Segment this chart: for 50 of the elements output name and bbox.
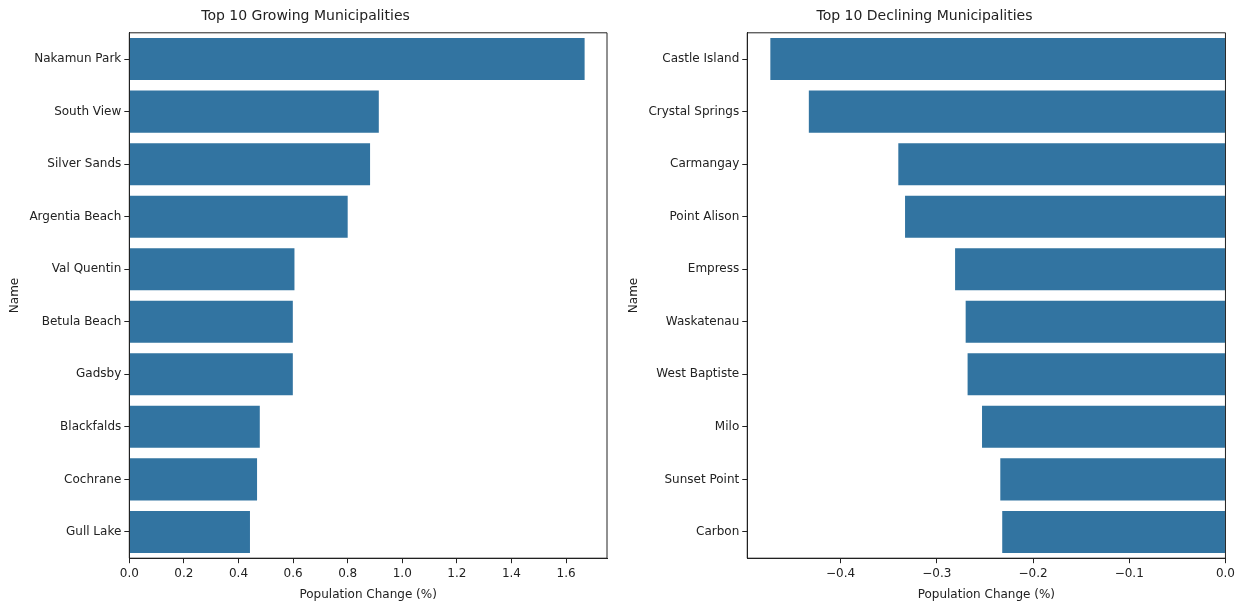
y-axis-title: Name <box>7 277 22 314</box>
y-tick-label: Blackfalds <box>60 418 122 433</box>
x-tick-label: 1.4 <box>501 565 522 580</box>
x-tick-label: −0.3 <box>922 565 952 580</box>
x-tick-label: 0.8 <box>338 565 358 580</box>
x-axis-title: Population Change (%) <box>299 586 437 601</box>
y-tick-label: Empress <box>687 261 740 276</box>
x-tick-label: 1.2 <box>447 565 467 580</box>
bar <box>129 353 293 396</box>
y-tick-label: Castle Island <box>662 51 740 66</box>
bar <box>129 38 585 81</box>
x-tick-label: 0.0 <box>119 565 139 580</box>
y-tick-label: Nakamun Park <box>34 51 122 66</box>
chart-title: Top 10 Growing Municipalities <box>200 7 410 24</box>
bar <box>129 458 258 501</box>
y-tick-label: Gull Lake <box>65 524 122 539</box>
y-tick-label: Sunset Point <box>664 471 740 486</box>
y-tick-label: South View <box>54 103 122 118</box>
x-tick-label: −0.2 <box>1018 565 1048 580</box>
y-tick-label: Point Alison <box>669 208 740 223</box>
x-tick-label: 0.0 <box>1215 565 1235 580</box>
x-tick-label: −0.4 <box>826 565 856 580</box>
bar <box>129 405 260 448</box>
bar <box>129 143 371 186</box>
bar <box>129 90 379 133</box>
x-tick-label: −0.1 <box>1114 565 1144 580</box>
y-tick-label: Milo <box>714 418 740 433</box>
bar <box>129 248 295 291</box>
y-axis-title: Name <box>626 277 641 314</box>
y-tick-label: Argentia Beach <box>29 208 122 223</box>
y-tick-label: Cochrane <box>64 471 122 486</box>
x-axis-title: Population Change (%) <box>917 586 1056 601</box>
y-tick-label: Gadsby <box>76 366 122 381</box>
x-tick-label: 1.0 <box>392 565 412 580</box>
y-tick-label: Betula Beach <box>41 313 122 328</box>
y-tick-label: Waskatenau <box>665 313 740 328</box>
bar <box>129 510 250 553</box>
bar <box>129 300 293 343</box>
y-tick-label: Carbon <box>696 524 740 539</box>
y-tick-label: Val Quentin <box>51 261 122 276</box>
x-tick-label: 0.6 <box>283 565 303 580</box>
x-tick-label: 1.6 <box>556 565 576 580</box>
x-tick-label: 0.2 <box>174 565 194 580</box>
bar <box>129 195 348 238</box>
y-tick-label: Carmangay <box>670 156 740 171</box>
x-tick-label: 0.4 <box>228 565 249 580</box>
y-tick-label: West Baptiste <box>656 366 740 381</box>
chart-title: Top 10 Declining Municipalities <box>815 7 1033 24</box>
y-tick-label: Crystal Springs <box>648 103 740 118</box>
y-tick-label: Silver Sands <box>47 156 122 171</box>
